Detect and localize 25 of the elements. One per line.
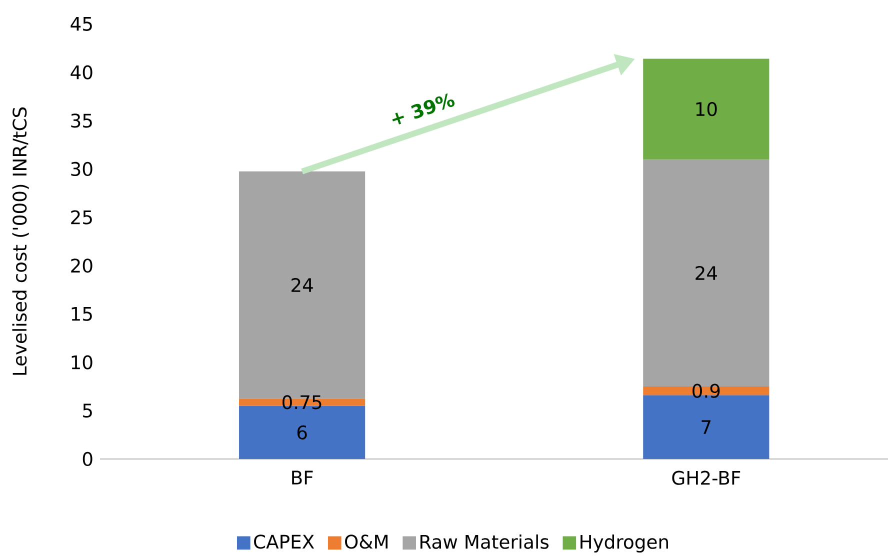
legend-label: Hydrogen xyxy=(580,534,668,553)
legend-label: CAPEX xyxy=(254,534,314,549)
legend-label: Raw Materials xyxy=(420,534,549,549)
y-tick-label: 15 xyxy=(72,307,92,321)
y-tick-label: 10 xyxy=(72,355,92,370)
x-tick-label: GH2-BF xyxy=(672,470,740,485)
y-tick-label: 45 xyxy=(70,17,92,31)
x-tick-label: BF xyxy=(292,470,313,484)
y-tick-label: 35 xyxy=(71,114,92,128)
y-tick-label: 40 xyxy=(70,65,92,80)
annotation: + 39% xyxy=(392,93,454,124)
y-tick-label: 30 xyxy=(71,162,92,176)
data-label: 24 xyxy=(292,278,313,292)
bar xyxy=(643,58,770,160)
y-tick-label: 25 xyxy=(71,210,92,224)
y-tick-label: 0 xyxy=(82,452,92,466)
y-tick-label: 5 xyxy=(83,404,92,418)
data-label: 10 xyxy=(696,102,717,116)
data-label: 6 xyxy=(297,425,307,440)
legend-label: O&M xyxy=(345,534,388,549)
y-axis-title: Levelised cost ('000) INR/tCS xyxy=(12,107,29,375)
data-label: 0.9 xyxy=(692,384,720,398)
data-label: 7 xyxy=(702,420,711,434)
data-label: 24 xyxy=(696,266,717,280)
y-tick-label: 20 xyxy=(71,258,92,273)
